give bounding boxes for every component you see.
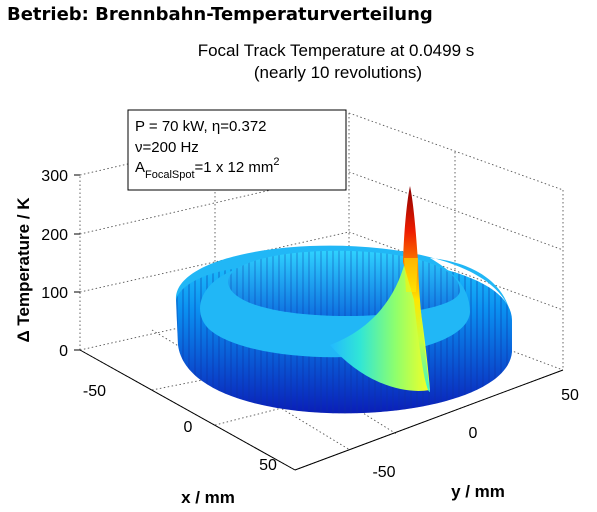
x-tick-50: 50	[259, 457, 277, 474]
floor-grid-d	[151, 329, 351, 451]
x-tick-neg50: -50	[83, 383, 106, 400]
y-tick-0: 0	[469, 425, 478, 442]
temperature-surface	[175, 186, 513, 414]
svg-text:P = 70 kW, η=0.372: P = 70 kW, η=0.372	[135, 118, 267, 135]
y-tick-50: 50	[561, 387, 579, 404]
z-tick-0: 0	[59, 343, 68, 360]
page-heading: Betrieb: Brennbahn-Temperaturverteilung	[7, 4, 433, 25]
axis-ticks	[74, 174, 564, 471]
z-tick-100: 100	[41, 285, 68, 302]
z-grid-200-right	[348, 171, 564, 251]
x-axis-label: x / mm	[181, 488, 235, 507]
hot-trail	[330, 262, 430, 391]
back-top-edge-right	[348, 112, 564, 191]
chart-subtitle: (nearly 10 revolutions)	[254, 63, 422, 82]
z-tick-200: 200	[41, 227, 68, 244]
chart-title: Focal Track Temperature at 0.0499 s	[198, 41, 475, 60]
x-ticks: -50 0 50	[83, 383, 277, 474]
y-ticks: -50 0 50	[372, 387, 579, 481]
x-tick-0: 0	[184, 419, 193, 436]
z-ticks: 0 100 200 300	[41, 168, 68, 360]
temperature-peak	[403, 186, 430, 392]
y-tick-neg50: -50	[372, 464, 395, 481]
z-axis-label: Δ Temperature / K	[14, 197, 33, 343]
svg-text:AFocalSpot=1 x 12 mm2: AFocalSpot=1 x 12 mm2	[135, 156, 279, 181]
y-axis-label: y / mm	[451, 482, 505, 501]
svg-text:ν=200 Hz: ν=200 Hz	[135, 139, 199, 156]
z-tick-300: 300	[41, 168, 68, 185]
parameter-annotation: P = 70 kW, η=0.372 ν=200 Hz AFocalSpot=1…	[127, 109, 347, 191]
